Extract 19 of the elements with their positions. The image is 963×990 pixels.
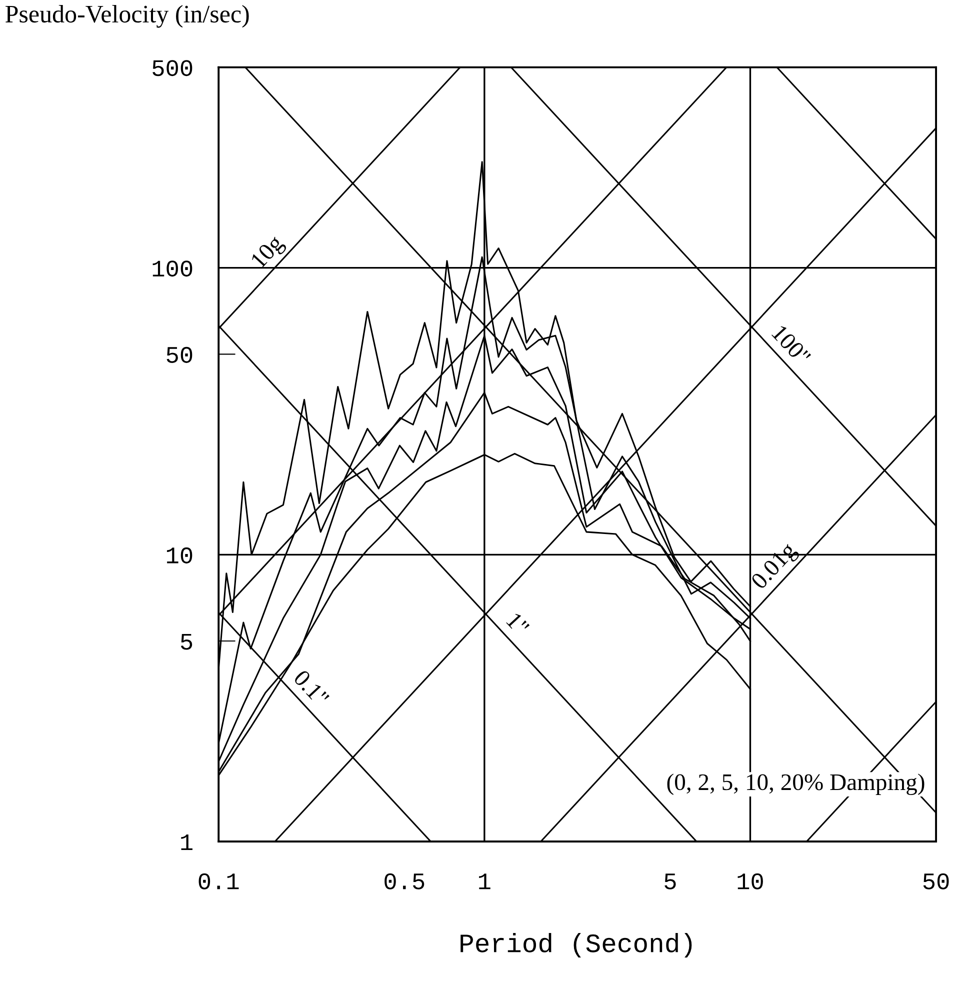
y-tick-label: 100 — [152, 260, 192, 277]
x-tick-label: 5 — [664, 874, 676, 890]
x-tick-label: 10 — [738, 873, 763, 890]
y-axis-title: Pseudo-Velocity (in/sec) — [6, 4, 249, 28]
x-axis-title: Period (Second) — [460, 932, 692, 958]
y-tick-label: 500 — [152, 60, 192, 76]
text: 10g — [250, 234, 288, 272]
x-tick-label: 1 — [479, 874, 490, 890]
y-tick-label: 5 — [180, 634, 192, 650]
annotation: (0, 2, 5, 10, 20% Damping) — [667, 774, 924, 796]
text: 100" — [771, 324, 812, 366]
y-tick-label: 50 — [166, 346, 192, 363]
x-tick-label: 0.5 — [384, 873, 424, 890]
y-tick-label: 10 — [166, 547, 192, 564]
x-tick-label: 0.1 — [198, 873, 239, 890]
text: 1" — [506, 612, 530, 636]
text: 0.1" — [292, 669, 330, 707]
x-tick-label: 50 — [923, 873, 949, 890]
y-tick-label: 1 — [181, 834, 192, 850]
